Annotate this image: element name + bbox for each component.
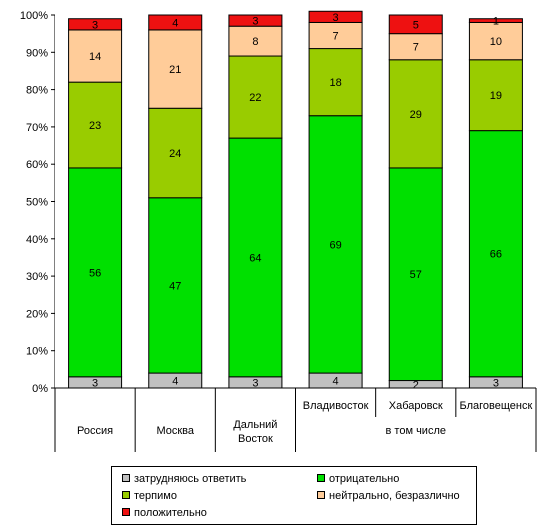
y-tick-label: 100% <box>20 10 48 22</box>
data-label: 3 <box>252 16 258 28</box>
data-label: 7 <box>333 31 339 43</box>
bar-segment <box>228 55 283 139</box>
legend-item-hard-to-say: затрудняюсь ответить <box>122 473 246 486</box>
data-label: 10 <box>490 36 502 48</box>
bar-segment <box>148 14 203 31</box>
data-label: 3 <box>493 377 499 389</box>
x-tick-label: Благовещенск <box>460 400 533 412</box>
data-label: 24 <box>169 148 181 160</box>
data-label: 4 <box>333 376 339 388</box>
bar-segment <box>228 25 283 57</box>
data-label: 66 <box>490 249 502 261</box>
bar-segment <box>308 48 363 117</box>
legend-label: терпимо <box>134 490 177 502</box>
data-label: 47 <box>169 280 181 292</box>
legend-swatch <box>122 474 130 482</box>
x-group-label: в том числе <box>386 425 446 437</box>
bar-segment <box>308 10 363 23</box>
data-label: 29 <box>410 109 422 121</box>
x-tick-label: Восток <box>238 433 273 445</box>
data-label: 19 <box>490 90 502 102</box>
bar-segment <box>228 137 283 378</box>
bar-segment <box>388 14 443 35</box>
bars: 3562314344724214364228346918732572975366… <box>55 10 536 391</box>
y-tick-label: 60% <box>26 159 48 171</box>
data-label: 2 <box>413 379 419 391</box>
legend-swatch <box>122 508 130 516</box>
bar-segment <box>468 59 523 132</box>
bar-segment <box>468 21 523 61</box>
data-label: 4 <box>172 17 178 29</box>
x-tick-label: Москва <box>156 425 194 437</box>
legend-item-positive: положительно <box>122 507 207 520</box>
x-tick-label: Владивосток <box>303 400 369 412</box>
legend-swatch <box>122 491 130 499</box>
data-label: 8 <box>252 36 258 48</box>
data-label: 57 <box>410 269 422 281</box>
legend-label: положительно <box>134 507 207 519</box>
data-label: 56 <box>89 267 101 279</box>
legend-item-negative: отрицательно <box>317 473 399 486</box>
y-tick-label: 70% <box>26 122 48 134</box>
y-tick-label: 30% <box>26 271 48 283</box>
bar-segment <box>468 18 523 23</box>
y-tick-label: 40% <box>26 234 48 246</box>
x-tick-label: Россия <box>77 425 113 437</box>
data-label: 21 <box>169 64 181 76</box>
data-label: 23 <box>89 120 101 132</box>
plot-area <box>55 15 536 388</box>
x-axis: Россия Москва Дальний Восток Владивосток Хаба… <box>54 387 537 452</box>
legend-item-neutral: нейтрально, безразлично <box>317 490 460 503</box>
y-axis: 0% 10% 20% 30% 40% 50% 60% 70% 80% 90% 100% <box>20 10 56 395</box>
data-label: 3 <box>333 12 339 24</box>
bar-segment <box>68 29 123 83</box>
legend: затрудняюсь ответить отрицательно терпим… <box>111 466 477 525</box>
y-tick-label: 80% <box>26 85 48 97</box>
x-tick-label: Хабаровск <box>389 400 443 412</box>
legend-swatch <box>317 491 325 499</box>
x-tick-label: Дальний <box>233 419 277 431</box>
data-label: 14 <box>89 51 101 63</box>
data-label: 22 <box>249 92 261 104</box>
bar-segment <box>228 14 283 27</box>
data-label: 3 <box>92 377 98 389</box>
legend-label: нейтрально, безразлично <box>329 490 460 502</box>
data-label: 69 <box>329 239 341 251</box>
bar-segment <box>308 21 363 50</box>
legend-label: затрудняюсь ответить <box>134 473 247 485</box>
bar-segment <box>148 107 203 199</box>
legend-label: отрицательно <box>329 473 400 485</box>
bar-segment <box>68 167 123 378</box>
y-tick-label: 10% <box>26 346 48 358</box>
bar-segment <box>68 18 123 31</box>
y-tick-label: 0% <box>32 383 48 395</box>
bar-segment <box>68 81 123 169</box>
y-tick-label: 90% <box>26 47 48 59</box>
legend-item-tolerable: терпимо <box>122 490 177 503</box>
data-label: 18 <box>329 77 341 89</box>
data-label: 7 <box>413 42 419 54</box>
data-label: 64 <box>249 252 261 264</box>
y-tick-label: 20% <box>26 308 48 320</box>
data-label: 4 <box>172 376 178 388</box>
data-label: 1 <box>493 16 499 28</box>
legend-swatch <box>317 474 325 482</box>
data-label: 3 <box>252 377 258 389</box>
data-label: 5 <box>413 19 419 31</box>
y-tick-label: 50% <box>26 197 48 209</box>
bar-segment <box>468 130 523 378</box>
bar-segment <box>148 197 203 374</box>
data-label: 3 <box>92 19 98 31</box>
bar-segment <box>148 29 203 109</box>
